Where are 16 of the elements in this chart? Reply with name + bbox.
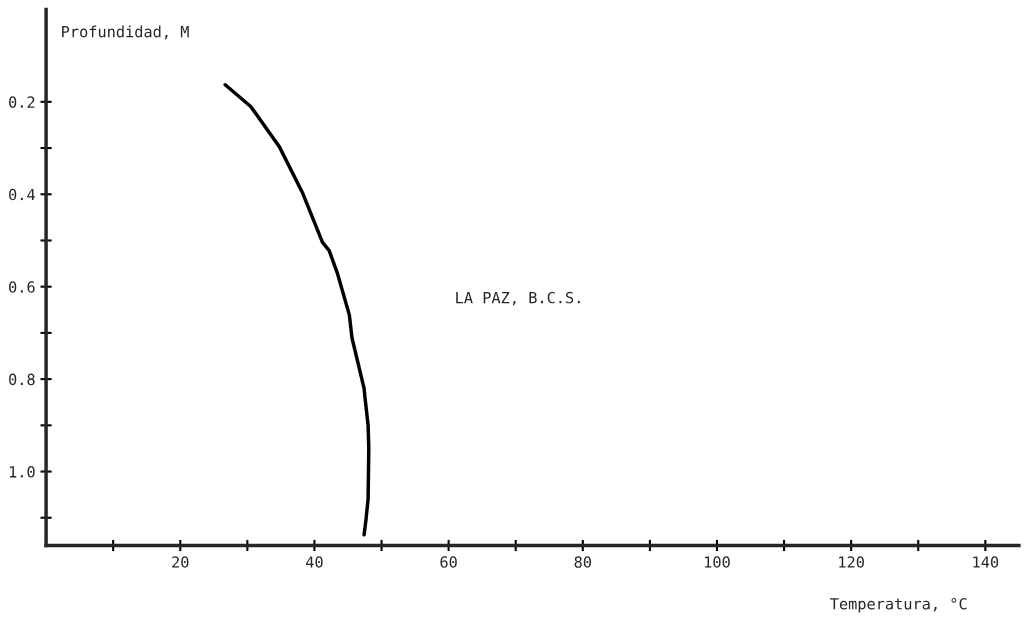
y-axis-title: Profundidad, M	[62, 25, 189, 40]
x-tick-label: 140	[973, 556, 999, 568]
x-tick-label: 60	[440, 556, 457, 568]
y-tick-label: 0.4	[9, 188, 35, 201]
y-tick-label: 0.6	[9, 281, 35, 293]
line-series	[223, 82, 371, 537]
y-tick-label: 0.8	[9, 373, 35, 386]
annotation: LA PAZ, B.C.S.	[456, 291, 580, 306]
x-axis-title: Temperatura, °C	[830, 597, 967, 613]
x-tick-label: 100	[705, 556, 730, 568]
x-tick-label: 80	[574, 556, 591, 568]
x-tick-label: 120	[839, 556, 864, 568]
x-tick-label: 20	[172, 556, 189, 568]
y-tick-label: 0.2	[9, 96, 35, 108]
y-tick-label: 1.0	[9, 466, 35, 478]
x-tick-label: 40	[306, 556, 323, 568]
